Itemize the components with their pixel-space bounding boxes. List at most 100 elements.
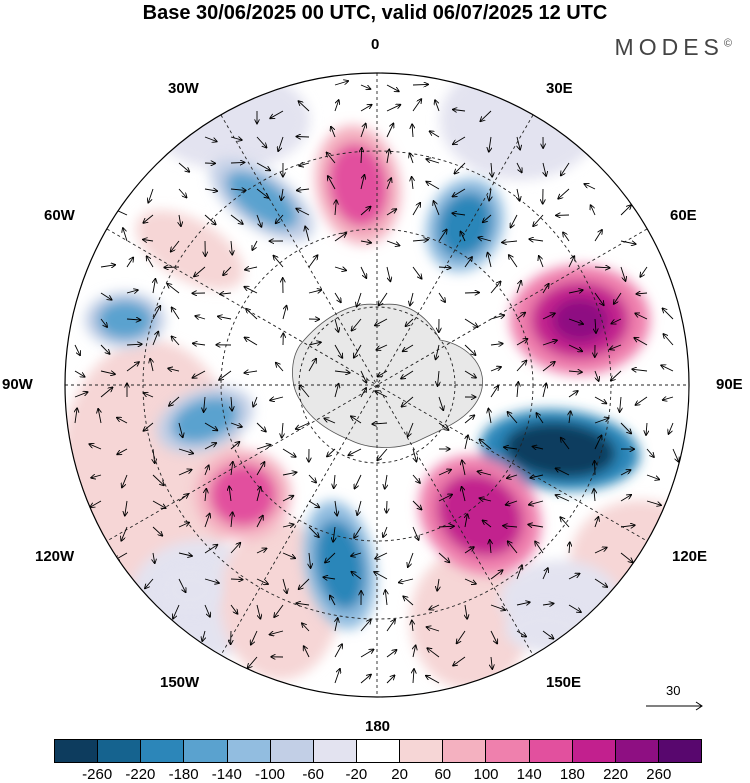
wind-vector [126,258,133,268]
wind-vector [661,365,674,372]
wind-vector [348,448,362,455]
wind-vector [178,188,187,198]
wind-vector [193,370,206,378]
colorbar-tick-label: 220 [603,766,629,783]
wind-vector [438,370,440,386]
wind-vector [230,214,243,224]
wind-vector [610,344,622,349]
wind-vector [412,266,422,279]
wind-vector [276,214,284,223]
colorbar-swatch [614,740,658,762]
wind-vector [164,267,180,268]
wind-vector [204,604,210,617]
wind-vector [205,465,209,476]
wind-vector [147,256,154,268]
anomaly-center [505,608,585,652]
wind-vector [256,462,265,476]
wind-vector [438,396,443,410]
wind-vector [480,110,492,121]
wind-vector [297,189,310,190]
anomaly-center [135,210,245,290]
wind-vector [568,574,580,580]
wind-vector [204,214,216,225]
lon-label-120w: 120W [35,548,75,565]
wind-vector [640,266,648,277]
wind-vector [230,579,243,580]
wind-vector [437,578,439,591]
wind-vector [620,525,635,527]
wind-vector [204,545,217,554]
wind-vector [171,240,180,252]
wind-vector [256,604,260,619]
wind-vector [483,214,492,222]
wind-vector [270,110,284,118]
wind-vector [635,313,648,320]
wind-vector [178,162,189,172]
wind-vector [506,500,518,505]
wind-vector [402,396,414,407]
wind-vector [556,495,570,502]
wind-vector [386,675,395,684]
chart-title: Base 30/06/2025 00 UTC, valid 06/07/2025… [142,2,608,24]
wind-vector [252,240,258,250]
wind-vector [568,391,578,398]
wind-vector [386,124,393,138]
wind-vector [533,214,544,226]
wind-vector [231,512,233,528]
wind-vector [509,255,518,268]
wind-vector [256,188,268,198]
wind-vector [230,543,240,554]
wind-vector [542,630,554,639]
wind-vector [334,81,348,86]
wind-vector [386,240,400,246]
wind-vector [430,131,440,138]
wind-vector [74,370,85,377]
wind-vector [385,590,387,606]
wind-vector [517,188,520,201]
wind-vector [646,422,647,435]
wind-vector [383,526,388,537]
wind-vector [517,136,520,150]
wind-vector [375,552,388,559]
wind-vector [646,448,654,457]
wind-vector [256,214,261,227]
wind-vector [143,214,154,223]
wind-vector [511,214,518,228]
wind-vector [542,568,548,580]
wind-vector [179,214,181,226]
wind-vector [302,623,310,632]
colorbar-swatch [528,740,572,762]
wind-vector [270,396,284,400]
anomaly-center [528,433,592,467]
wind-vector [360,105,372,112]
wind-vector [594,267,610,268]
wind-vector [334,371,350,373]
wind-vector [594,489,595,502]
wind-vector [126,319,140,320]
wind-vector [542,362,555,372]
wind-vector [100,387,113,398]
wind-vector [454,162,466,174]
wind-vector [464,344,476,355]
wind-vector [331,127,336,138]
wind-vector [245,338,258,346]
wind-vector [611,370,622,381]
wind-vector [282,578,287,593]
wind-vector [427,648,440,658]
wind-vector [231,240,232,255]
wind-vector [464,293,479,294]
wind-vector [360,124,366,138]
anomaly-center [225,171,299,229]
wind-vector [324,418,336,424]
wind-vector [584,184,596,190]
wind-vector [256,162,270,170]
wind-vector [516,339,527,346]
wind-vector [438,526,454,527]
wind-vector [542,313,555,320]
colorbar-tick-label: 140 [516,766,542,783]
anomaly-center [314,519,366,611]
wind-vector [426,676,440,684]
colorbar-swatch [399,740,443,762]
wind-vector [172,308,180,320]
anomaly-center [171,396,239,444]
